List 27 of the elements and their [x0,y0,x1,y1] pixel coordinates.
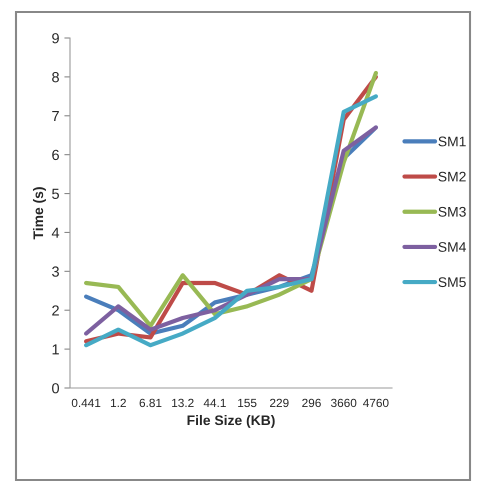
y-tick-label: 2 [52,305,59,316]
legend-label: SM2 [438,172,466,182]
x-tick-label: 3660 [331,398,356,408]
y-tick-label: 4 [52,228,60,238]
x-tick-label: 44.1 [204,398,226,407]
legend-label: SM1 [438,136,466,146]
y-tick-label: 1 [52,344,59,354]
x-tick-label: 6.81 [140,398,162,408]
y-tick-label: 7 [52,111,59,122]
y-tick-label: 3 [52,266,59,277]
legend-label: SM4 [438,242,466,252]
x-tick-label: 4760 [363,398,389,408]
x-tick-label: 0.441 [72,398,100,408]
x-tick-label: 229 [270,398,289,408]
legend-label: SM5 [438,277,466,288]
y-tick-label: 6 [52,150,59,160]
y-tick-label: 8 [52,72,59,82]
y-tick-label: 0 [52,383,60,394]
y-tick-label: 5 [52,188,59,199]
x-tick-label: 13.2 [172,398,194,408]
x-tick-label: 296 [302,398,321,408]
y-axis-title: Time (s) [32,187,46,240]
x-tick-label: 155 [238,398,256,408]
legend-label: SM3 [438,206,466,217]
x-tick-label: 1.2 [110,398,126,407]
y-tick-label: 9 [52,33,59,44]
x-axis-title: File Size (KB) [188,414,275,428]
